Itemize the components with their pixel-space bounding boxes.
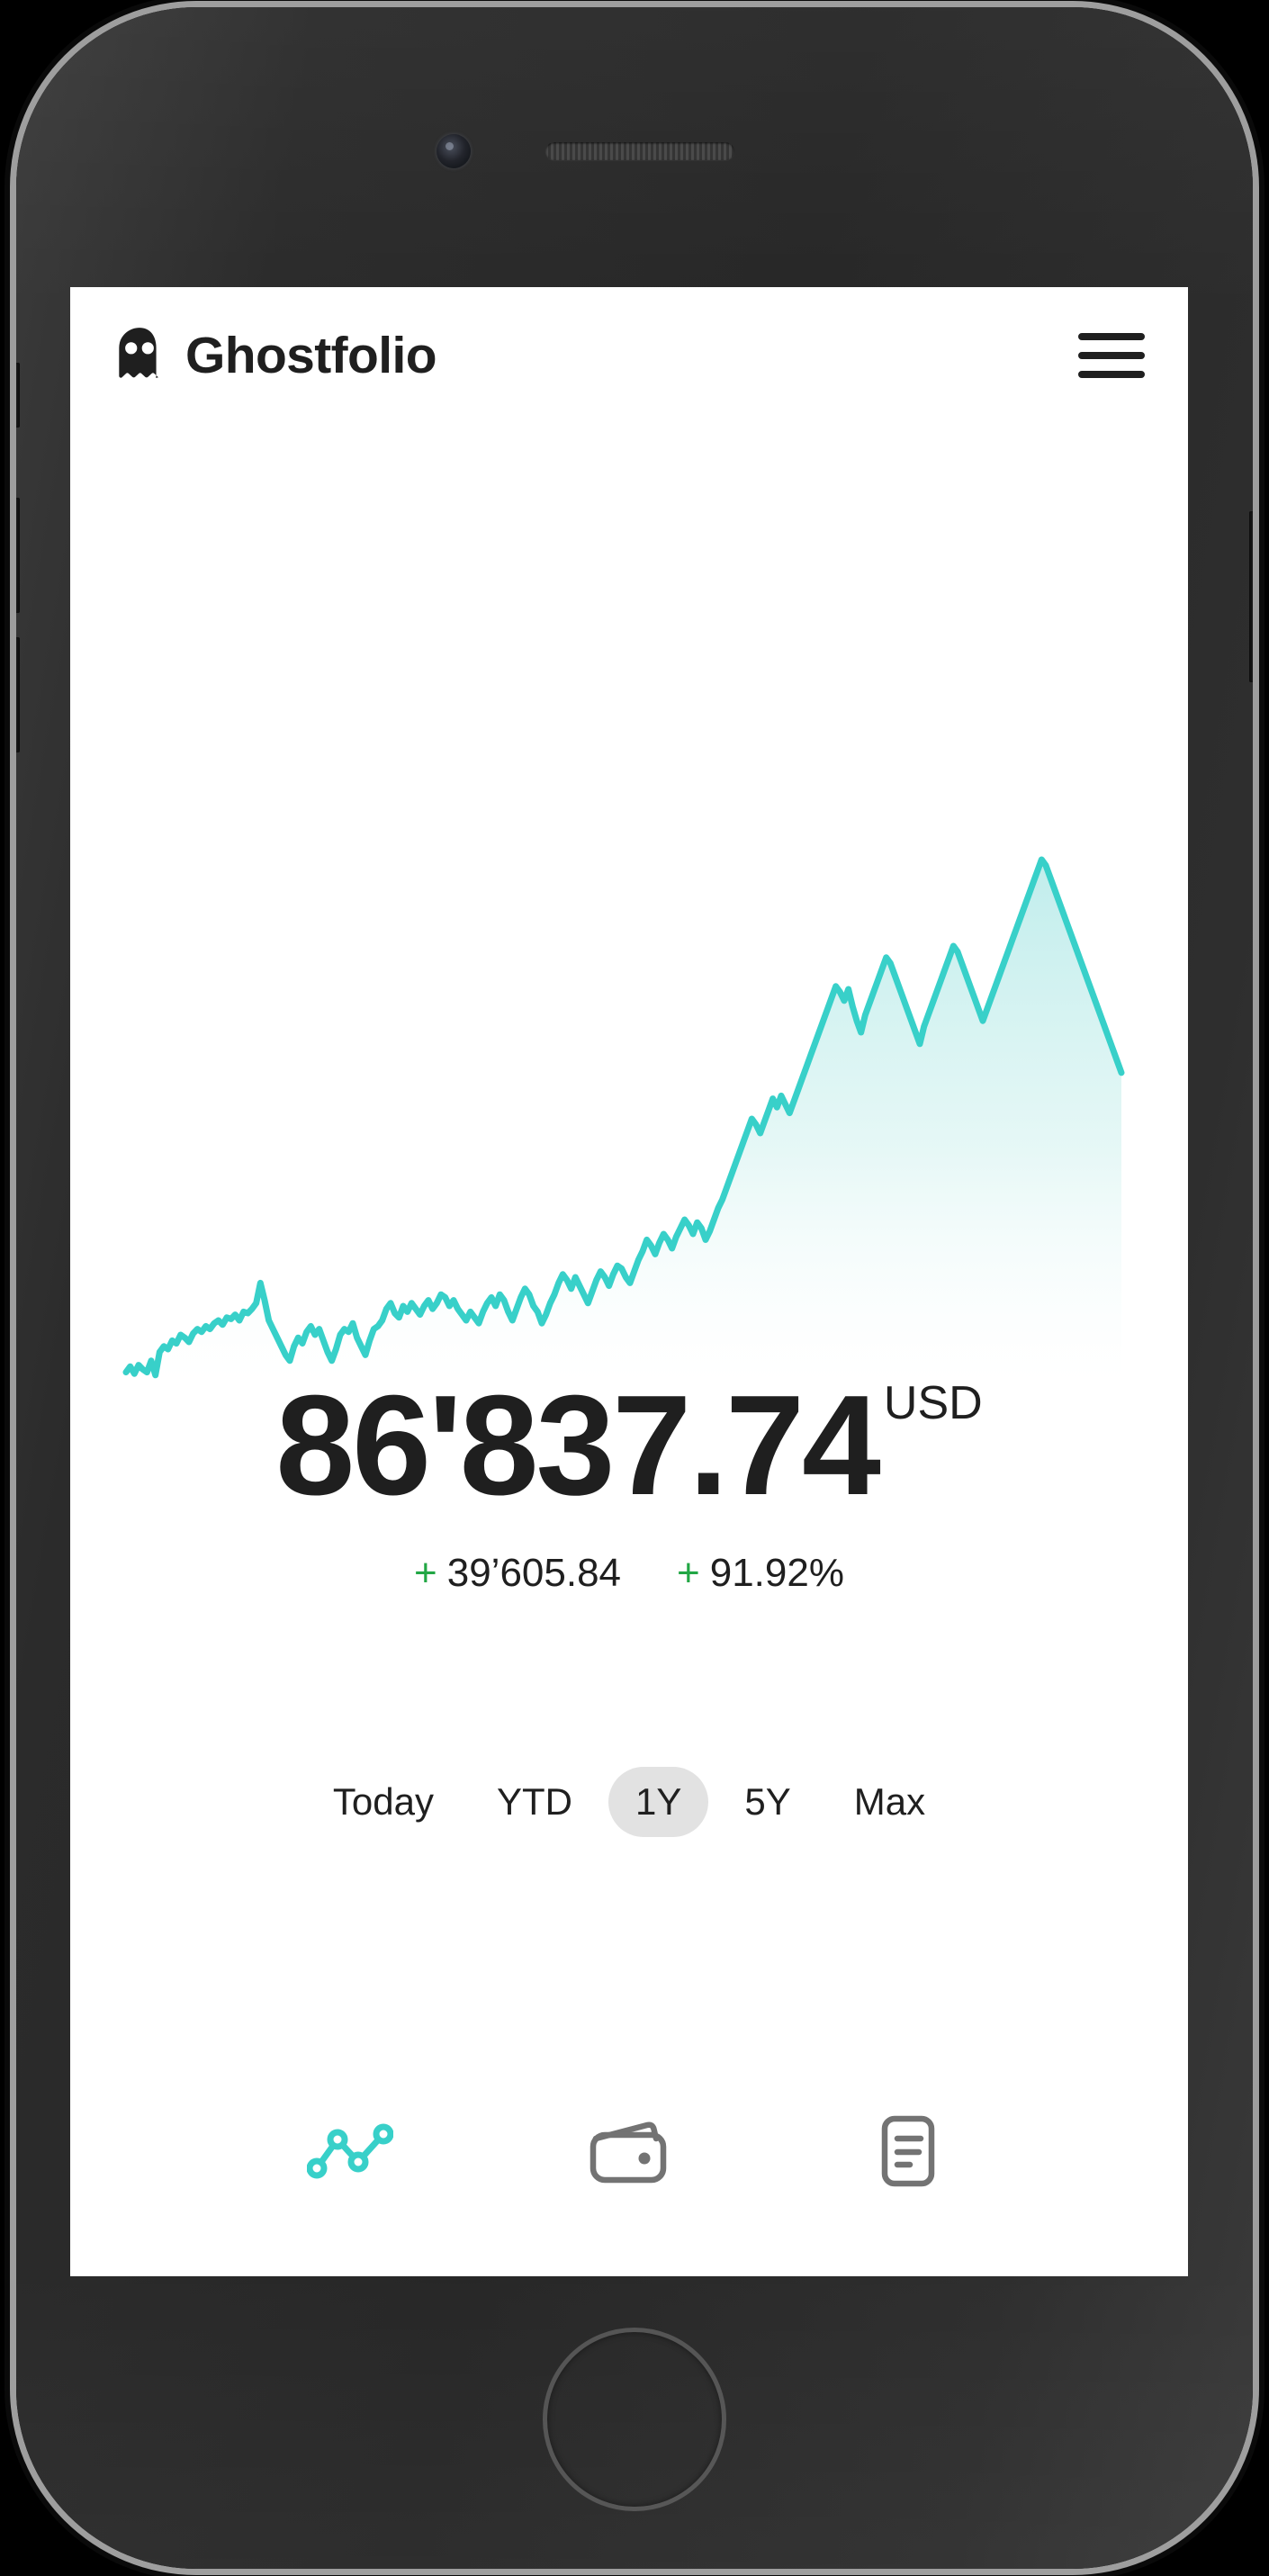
portfolio-value-block: 86'837.74 USD + 39’605.84 + 91.92% <box>70 1374 1188 1596</box>
nav-item-overview[interactable] <box>296 2103 404 2202</box>
portfolio-performance-chart[interactable] <box>70 791 1188 1385</box>
hamburger-menu-icon[interactable] <box>1075 328 1148 383</box>
earpiece-speaker <box>545 142 734 160</box>
absolute-change-value: 39’605.84 <box>446 1551 622 1595</box>
date-range-selector: Today YTD 1Y 5Y Max <box>70 1767 1188 1838</box>
bottom-navigation <box>70 2103 1188 2202</box>
menu-line-3 <box>1078 371 1145 378</box>
portfolio-currency: USD <box>883 1377 983 1429</box>
range-tab-max[interactable]: Max <box>853 1780 926 1823</box>
absolute-change-sign: + <box>414 1551 437 1595</box>
line-chart-icon <box>306 2121 394 2185</box>
menu-line-2 <box>1078 352 1145 359</box>
document-icon <box>876 2113 940 2193</box>
chart-area-fill <box>126 860 1121 1385</box>
app-title: Ghostfolio <box>185 326 437 384</box>
front-camera-icon <box>436 134 471 168</box>
chart-line <box>122 856 1125 1379</box>
nav-item-transactions[interactable] <box>854 2103 962 2202</box>
volume-up-button[interactable] <box>16 498 20 613</box>
range-tab-5y[interactable]: 5Y <box>744 1780 791 1823</box>
portfolio-value: 86'837.74 <box>275 1366 881 1525</box>
volume-down-button[interactable] <box>16 637 20 752</box>
range-tab-ytd[interactable]: YTD <box>496 1780 572 1823</box>
portfolio-value-row: 86'837.74 USD <box>70 1374 1188 1517</box>
silent-switch-button[interactable] <box>16 363 20 428</box>
relative-change-sign: + <box>677 1551 700 1595</box>
app-header: Ghostfolio <box>70 287 1188 424</box>
phone-screen: Ghostfolio <box>70 287 1188 2276</box>
relative-change-value: 91.92% <box>709 1551 844 1595</box>
portfolio-change-row: + 39’605.84 + 91.92% <box>70 1551 1188 1596</box>
ghost-icon <box>110 324 169 388</box>
app-brand[interactable]: Ghostfolio <box>110 324 437 388</box>
range-tab-today[interactable]: Today <box>332 1780 434 1823</box>
power-button[interactable] <box>1249 511 1253 682</box>
nav-item-portfolio[interactable] <box>575 2103 683 2202</box>
range-tab-1y[interactable]: 1Y <box>608 1767 709 1838</box>
wallet-icon <box>588 2117 670 2190</box>
phone-frame: Ghostfolio <box>16 7 1253 2569</box>
home-button[interactable] <box>543 2328 726 2511</box>
absolute-change: + 39’605.84 <box>414 1551 621 1596</box>
relative-change: + 91.92% <box>677 1551 844 1596</box>
menu-line-1 <box>1078 333 1145 340</box>
